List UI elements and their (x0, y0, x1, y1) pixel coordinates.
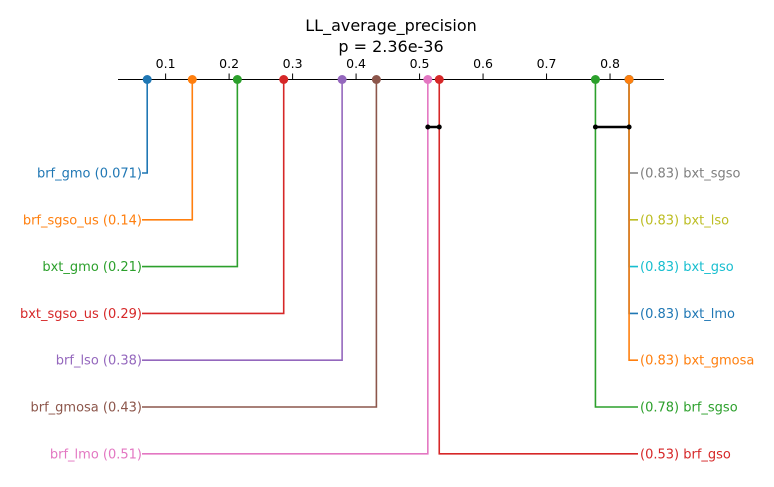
connector-line (142, 79, 343, 362)
connector-line (628, 79, 638, 362)
method-marker (423, 75, 433, 84)
clique-end-marker (626, 124, 632, 130)
method-marker (279, 75, 289, 84)
x-tick-label: 0.1 (156, 56, 176, 71)
connector-line (142, 79, 285, 315)
connector-line (628, 79, 638, 221)
x-tick-label: 0.3 (283, 56, 303, 71)
chart-title: LL_average_precision (305, 16, 477, 36)
method-label: brf_sgso_us (0.14) (23, 213, 142, 228)
method-marker (187, 75, 197, 84)
x-tick-label: 0.8 (600, 56, 620, 71)
x-tick-label: 0.4 (346, 56, 366, 71)
method-label: (0.83) bxt_gmosa (640, 354, 754, 369)
connector-line (594, 79, 638, 408)
method-marker (232, 75, 242, 84)
clique-end-marker (425, 124, 431, 130)
clique-bars (425, 124, 632, 130)
method-connectors (142, 79, 638, 455)
method-label: brf_gmosa (0.43) (30, 401, 142, 416)
chart-subtitle: p = 2.36e-36 (338, 37, 443, 56)
method-marker (371, 75, 381, 84)
method-label: (0.83) bxt_gso (640, 260, 734, 275)
method-label: bxt_gmo (0.21) (42, 260, 142, 275)
x-tick-label: 0.2 (219, 56, 239, 71)
method-label: (0.83) bxt_sgso (640, 167, 741, 182)
method-marker (434, 75, 444, 84)
method-label: brf_lmo (0.51) (50, 447, 142, 462)
x-tick-label: 0.5 (410, 56, 430, 71)
method-labels: brf_gmo (0.071) brf_sgso_us (0.14) bxt_gmo… (20, 167, 754, 463)
method-marker (142, 75, 152, 84)
method-marker (337, 75, 347, 84)
method-label: brf_gmo (0.071) (37, 167, 142, 182)
method-markers (142, 75, 634, 84)
connector-line (142, 79, 378, 408)
connector-line (142, 79, 149, 174)
clique-end-marker (436, 124, 442, 130)
x-axis-ticks: 0.1 0.2 0.3 0.4 0.5 0.6 0.7 0.8 (156, 56, 620, 80)
method-label: (0.53) brf_gso (640, 447, 731, 462)
method-label: bxt_sgso_us (0.29) (20, 307, 142, 322)
clique-end-marker (592, 124, 598, 130)
method-label: (0.83) bxt_lmo (640, 307, 735, 322)
method-label: (0.78) brf_sgso (640, 401, 738, 416)
x-tick-label: 0.7 (537, 56, 557, 71)
connector-line (142, 79, 429, 455)
method-label: (0.83) bxt_lso (640, 213, 729, 228)
connector-line (142, 79, 194, 221)
method-marker (624, 75, 634, 84)
connector-line (438, 79, 638, 455)
x-tick-label: 0.6 (473, 56, 493, 71)
connector-line (142, 79, 239, 268)
connector-line (628, 79, 638, 315)
method-marker (590, 75, 600, 84)
method-label: brf_lso (0.38) (56, 354, 142, 369)
